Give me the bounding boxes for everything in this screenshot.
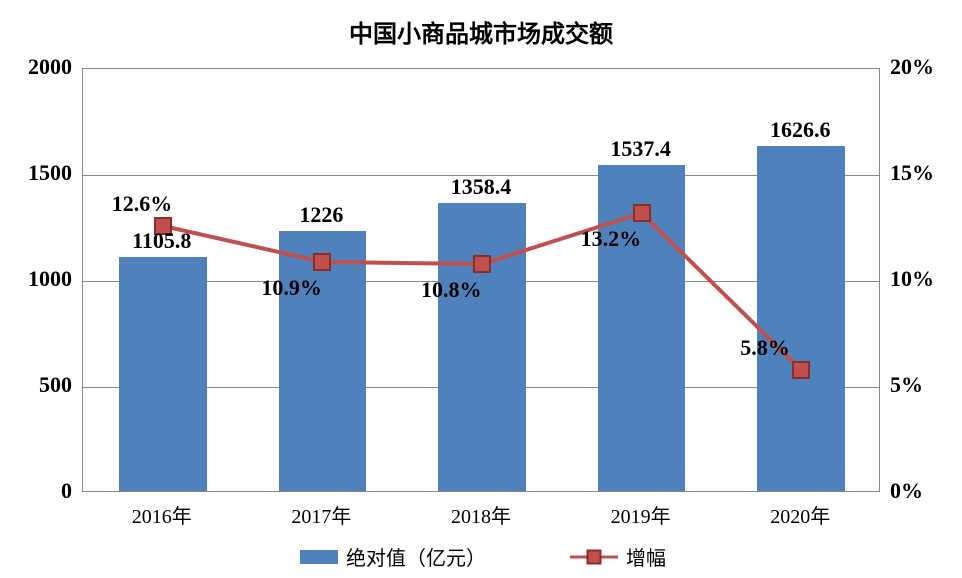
revenue-chart: 中国小商品城市场成交额 绝对值（亿元） 增幅 0 500 1000 1500 2000 0… xyxy=(0,0,962,578)
bar xyxy=(119,257,207,491)
line-marker xyxy=(473,255,491,273)
bar-value-label: 1105.8 xyxy=(92,228,232,254)
legend-swatch-bar xyxy=(300,550,338,564)
legend-swatch-line xyxy=(570,550,618,564)
x-category: 2016年 xyxy=(92,500,232,529)
chart-title: 中国小商品城市场成交额 xyxy=(0,14,962,49)
line-marker xyxy=(633,204,651,222)
y-left-tick: 500 xyxy=(2,372,72,398)
line-marker xyxy=(792,361,810,379)
x-category: 2019年 xyxy=(571,500,711,529)
legend-bar: 绝对值（亿元） xyxy=(300,542,486,571)
bar-value-label: 1626.6 xyxy=(730,117,870,143)
legend-line: 增幅 xyxy=(570,542,666,571)
pct-label: 10.8% xyxy=(421,277,541,303)
y-left-tick: 1500 xyxy=(2,160,72,186)
bar-value-label: 1358.4 xyxy=(411,174,551,200)
x-category: 2018年 xyxy=(411,500,551,529)
y-right-tick: 5% xyxy=(890,372,960,398)
pct-label: 12.6% xyxy=(112,191,232,217)
y-left-tick: 2000 xyxy=(2,54,72,80)
y-right-tick: 10% xyxy=(890,266,960,292)
y-right-tick: 0% xyxy=(890,478,960,504)
bar-value-label: 1226 xyxy=(251,202,391,228)
legend-line-label: 增幅 xyxy=(626,542,666,571)
y-right-tick: 20% xyxy=(890,54,960,80)
pct-label: 5.8% xyxy=(740,335,860,361)
bar xyxy=(438,203,526,491)
line-marker xyxy=(313,253,331,271)
x-category: 2017年 xyxy=(251,500,391,529)
bar-value-label: 1537.4 xyxy=(571,136,711,162)
y-left-tick: 0 xyxy=(2,478,72,504)
x-category: 2020年 xyxy=(730,500,870,529)
legend-bar-label: 绝对值（亿元） xyxy=(346,542,486,571)
bar xyxy=(757,146,845,491)
pct-label: 13.2% xyxy=(581,226,701,252)
y-left-tick: 1000 xyxy=(2,266,72,292)
y-right-tick: 15% xyxy=(890,160,960,186)
pct-label: 10.9% xyxy=(261,275,381,301)
